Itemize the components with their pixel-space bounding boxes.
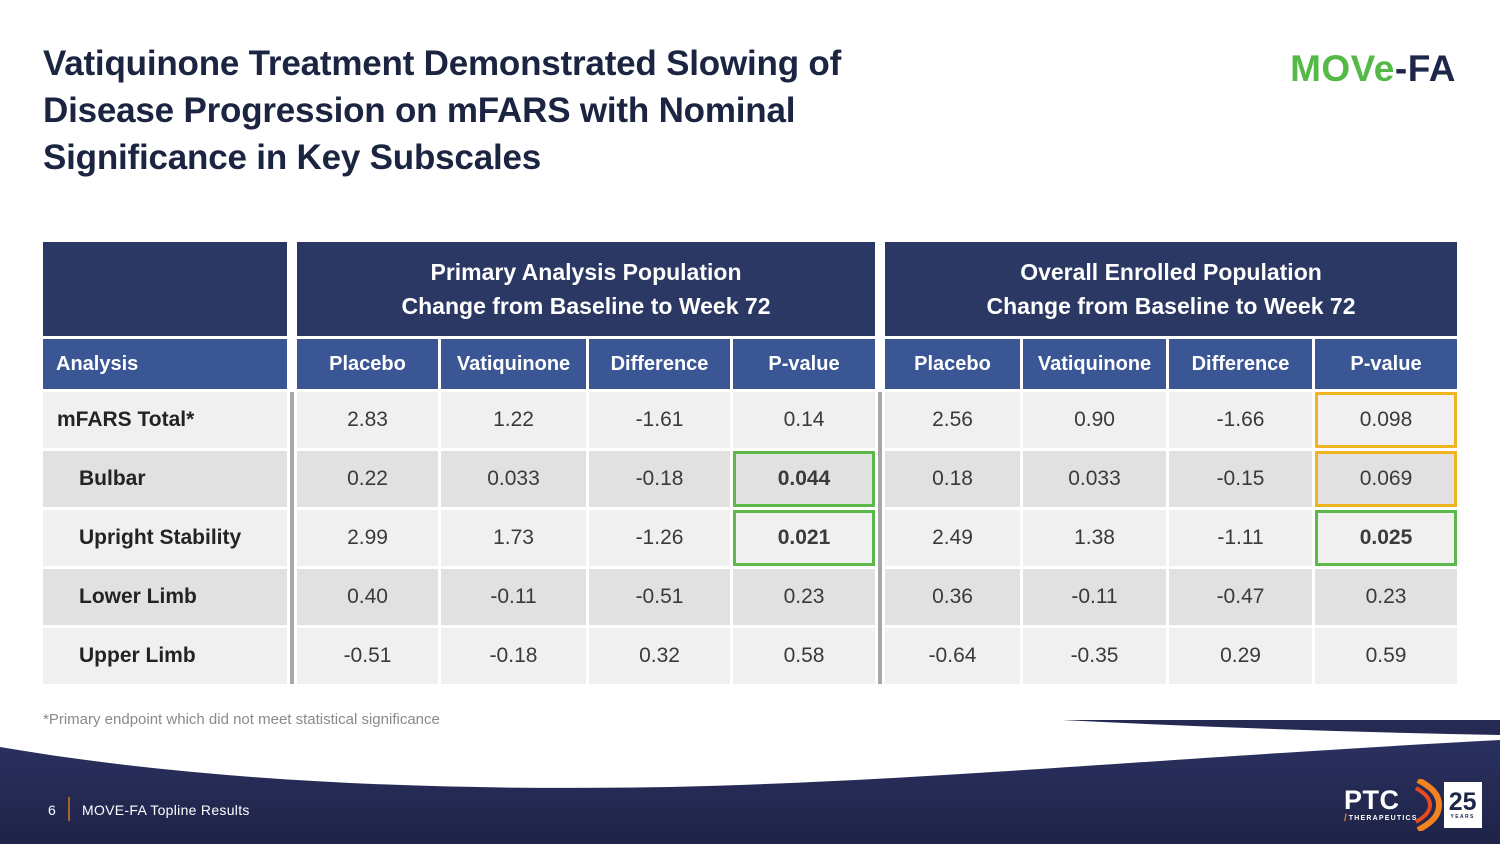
table-cell: 0.58 [733, 628, 875, 684]
row-label-bulbar: Bulbar [43, 451, 287, 507]
group-header-line: Change from Baseline to Week 72 [986, 293, 1356, 319]
move-fa-logo-move: MOVe [1290, 48, 1395, 89]
slide-title-line: Significance in Key Subscales [43, 138, 542, 177]
ptc-logo-subrow: / THERAPEUTICS [1344, 813, 1418, 824]
move-fa-logo-fa: -FA [1394, 48, 1456, 89]
table-corner-cell [43, 242, 287, 336]
footer-wave [0, 720, 1500, 844]
table-cell: 0.59 [1315, 628, 1457, 684]
table-cell: 0.033 [1023, 451, 1166, 507]
col-header-vatiquinone-overall: Vatiquinone [1023, 339, 1166, 389]
move-fa-logo: MOVe-FA [1290, 48, 1456, 90]
table-cell-highlight-green: 0.044 [733, 451, 875, 507]
table-cell: 0.29 [1169, 628, 1312, 684]
ptc-logo-name: PTC [1344, 784, 1400, 815]
table-cell: -0.64 [885, 628, 1020, 684]
table-cell: 2.99 [297, 510, 438, 566]
footer-divider [68, 797, 70, 821]
col-header-difference-overall: Difference [1169, 339, 1312, 389]
table-cell: 0.36 [885, 569, 1020, 625]
row-label-upright-stability: Upright Stability [43, 510, 287, 566]
slide-title: Vatiquinone Treatment Demonstrated Slowi… [43, 40, 1103, 181]
slide-title-line: Disease Progression on mFARS with Nomina… [43, 91, 796, 130]
table-cell: -0.51 [589, 569, 730, 625]
table-cell: 2.49 [885, 510, 1020, 566]
col-header-pvalue-overall: P-value [1315, 339, 1457, 389]
footer-label: MOVE-FA Topline Results [82, 802, 250, 818]
results-table: Primary Analysis Population Change from … [43, 242, 1457, 684]
table-cell: 0.32 [589, 628, 730, 684]
ptc-25-years-badge: 25 YEARS [1443, 782, 1482, 828]
table-cell: 0.14 [733, 392, 875, 448]
group-divider [878, 392, 882, 684]
footnote: *Primary endpoint which did not meet sta… [43, 711, 440, 728]
table-cell: 0.40 [297, 569, 438, 625]
row-label-lower-limb: Lower Limb [43, 569, 287, 625]
table-cell: 0.23 [1315, 569, 1457, 625]
table-cell: 0.23 [733, 569, 875, 625]
table-cell-highlight-green: 0.021 [733, 510, 875, 566]
table-cell: -0.18 [589, 451, 730, 507]
table-cell: -0.11 [1023, 569, 1166, 625]
table-cell-highlight-green: 0.025 [1315, 510, 1457, 566]
ptc-25-label: 25 [1448, 788, 1477, 816]
ptc-logo-slash: / [1344, 812, 1347, 824]
table-cell: -0.11 [441, 569, 586, 625]
table-cell: -1.66 [1169, 392, 1312, 448]
group-header-line: Primary Analysis Population [430, 259, 742, 285]
table-cell: -0.35 [1023, 628, 1166, 684]
group-header-overall: Overall Enrolled Population Change from … [885, 242, 1457, 336]
table-cell: -0.15 [1169, 451, 1312, 507]
table-cell: 2.83 [297, 392, 438, 448]
table-cell: -1.26 [589, 510, 730, 566]
row-label-mfars-total: mFARS Total* [43, 392, 287, 448]
row-label-upper-limb: Upper Limb [43, 628, 287, 684]
group-header-line: Overall Enrolled Population [1020, 259, 1322, 285]
ptc-years-label: YEARS [1450, 814, 1475, 820]
table-cell: -0.51 [297, 628, 438, 684]
col-header-placebo-overall: Placebo [885, 339, 1020, 389]
table-cell: -0.47 [1169, 569, 1312, 625]
table-cell: 1.38 [1023, 510, 1166, 566]
table-cell: 1.73 [441, 510, 586, 566]
column-divider [290, 392, 294, 684]
col-header-analysis: Analysis [43, 339, 287, 389]
page-number: 6 [48, 802, 56, 818]
table-cell-highlight-yellow: 0.098 [1315, 392, 1457, 448]
table-cell: -1.11 [1169, 510, 1312, 566]
table-cell: 0.90 [1023, 392, 1166, 448]
table-cell: 0.18 [885, 451, 1020, 507]
col-header-placebo-primary: Placebo [297, 339, 438, 389]
ptc-logo-sub: THERAPEUTICS [1348, 814, 1418, 822]
col-header-vatiquinone-primary: Vatiquinone [441, 339, 586, 389]
table-cell: 0.033 [441, 451, 586, 507]
table-cell: -0.18 [441, 628, 586, 684]
group-header-primary: Primary Analysis Population Change from … [297, 242, 875, 336]
table-cell: -1.61 [589, 392, 730, 448]
col-header-difference-primary: Difference [589, 339, 730, 389]
ptc-therapeutics-logo: PTC / THERAPEUTICS 25 YEARS [1344, 779, 1482, 831]
col-header-pvalue-primary: P-value [733, 339, 875, 389]
slide-title-line: Vatiquinone Treatment Demonstrated Slowi… [43, 44, 842, 83]
table-cell: 0.22 [297, 451, 438, 507]
table-cell: 1.22 [441, 392, 586, 448]
table-cell: 2.56 [885, 392, 1020, 448]
table-cell-highlight-yellow: 0.069 [1315, 451, 1457, 507]
ptc-logo-swoosh-icon [1414, 779, 1442, 831]
ptc-logo-text: PTC / THERAPEUTICS [1344, 784, 1418, 824]
group-header-line: Change from Baseline to Week 72 [401, 293, 771, 319]
